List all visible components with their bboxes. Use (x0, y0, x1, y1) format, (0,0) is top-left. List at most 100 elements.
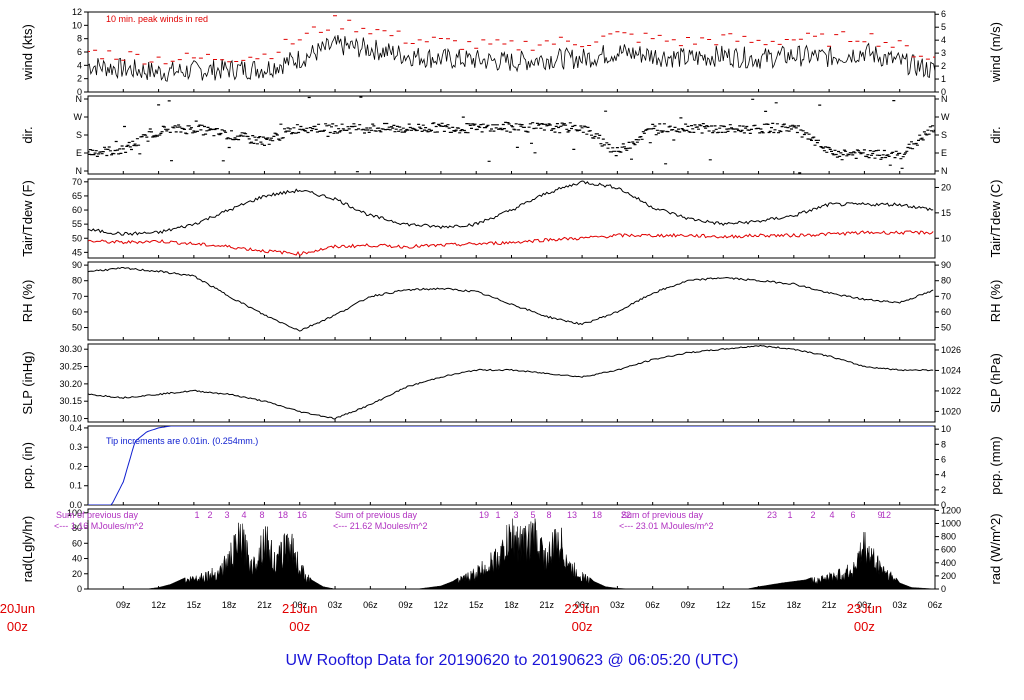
pcp-ytick-label: 0.0 (69, 500, 82, 510)
pcp-ytick-right-label: 6 (941, 454, 946, 464)
uv-mark: 8 (259, 510, 264, 520)
uv-mark: 19 (479, 510, 489, 520)
wind-ytick-right-label: 4 (941, 35, 946, 45)
hour-tick-label: 06z (363, 600, 378, 610)
hour-tick-label: 15z (187, 600, 202, 610)
panel-rh: 50 60 70 80 90 50 60 70 80 90 RH (%) RH (%) (20, 260, 1003, 341)
day-hour-label: 00z (7, 619, 28, 634)
slp-ytick-label: 30.20 (59, 379, 82, 389)
uv-mark: 1 (194, 510, 199, 520)
uv-mark: 9 (877, 510, 882, 520)
rh-ytick-label: 90 (72, 260, 82, 270)
wind-ytick-right-label: 2 (941, 61, 946, 71)
rh-frame (87, 261, 936, 341)
rad-ytick-right-label: 200 (941, 571, 956, 581)
hour-tick-label: 18z (787, 600, 802, 610)
uv-mark: 13 (567, 510, 577, 520)
day-hour-label: 00z (289, 619, 310, 634)
rad-ytick-right-label: 1200 (941, 505, 961, 515)
rad-sum-label: Sum of previous day (335, 510, 418, 520)
dir-frame (87, 95, 936, 175)
uv-mark: 23 (767, 510, 777, 520)
wind-ylabel-right: wind (m/s) (988, 22, 1003, 83)
wind-ytick-label: 0 (77, 87, 82, 97)
hour-tick-label: 21z (822, 600, 837, 610)
rad-ytick-right-label: 600 (941, 545, 956, 555)
uv-mark: 5 (530, 510, 535, 520)
hour-tick-label: 12z (151, 600, 166, 610)
rh-ytick-right-label: 50 (941, 323, 951, 333)
hour-tick-label: 06z (928, 600, 943, 610)
hour-tick-label: 15z (469, 600, 484, 610)
rad-ytick-right-label: 0 (941, 584, 946, 594)
dir-ylabel-right: dir. (988, 126, 1003, 143)
dir-ylabel: dir. (20, 126, 35, 143)
hour-tick-label: 00z (575, 600, 590, 610)
tair_tdew-ylabel: Tair/Tdew (F) (20, 180, 35, 257)
slp-ytick-label: 30.10 (59, 414, 82, 424)
slp-plot (88, 344, 934, 420)
pcp-ytick-label: 0.4 (69, 423, 82, 433)
rh-ytick-label: 50 (72, 323, 82, 333)
uv-mark: 8 (546, 510, 551, 520)
hour-tick-label: 12z (434, 600, 449, 610)
slp-ylabel: SLP (inHg) (20, 351, 35, 414)
hour-tick-label: 00z (292, 600, 307, 610)
rad-ytick-right-label: 1000 (941, 518, 961, 528)
dir-ytick-label: N (76, 166, 83, 176)
wind-ylabel: wind (kts) (20, 24, 35, 81)
hour-tick-label: 06z (645, 600, 660, 610)
rh-ytick-label: 80 (72, 276, 82, 286)
uv-mark: 3 (513, 510, 518, 520)
slp-ytick-label: 30.25 (59, 362, 82, 372)
uv-mark: 12 (881, 510, 891, 520)
uv-mark: 18 (592, 510, 602, 520)
rad-ytick-right-label: 400 (941, 558, 956, 568)
radiation-area (88, 518, 935, 589)
wind-ytick-right-label: 5 (941, 22, 946, 32)
tair_tdew-series-1 (88, 230, 934, 257)
uv-mark: 18 (278, 510, 288, 520)
day-label: 20Jun (0, 601, 35, 616)
rad-sum-label: Sum of previous day (56, 510, 139, 520)
hour-tick-label: 15z (751, 600, 766, 610)
dir-ytick-right-label: N (941, 166, 948, 176)
wind-ytick-label: 4 (77, 60, 82, 70)
hour-tick-label: 18z (504, 600, 519, 610)
slp-ytick-label: 30.30 (59, 344, 82, 354)
day-label: 23Jun (847, 601, 882, 616)
hour-tick-label: 21z (540, 600, 555, 610)
rh-ytick-label: 70 (72, 291, 82, 301)
rad-ytick-label: 40 (72, 554, 82, 564)
hour-tick-label: 09z (681, 600, 696, 610)
panel-pcp: 0.0 0.1 0.2 0.3 0.4 0 2 4 6 8 10 pcp. (in) pcp. (mm)… (20, 423, 1003, 510)
wind-ytick-right-label: 0 (941, 87, 946, 97)
direction-points (88, 96, 935, 174)
pcp-ytick-right-label: 0 (941, 500, 946, 510)
dir-ytick-right-label: E (941, 148, 947, 158)
slp-series-0 (88, 344, 934, 420)
slp-ytick-right-label: 1022 (941, 386, 961, 396)
rh-ytick-right-label: 60 (941, 307, 951, 317)
rh-ytick-right-label: 90 (941, 260, 951, 270)
rad-ytick-label: 100 (67, 508, 82, 518)
rad-plot (88, 518, 935, 589)
uv-mark: 16 (297, 510, 307, 520)
tair_tdew-ytick-label: 60 (72, 205, 82, 215)
hour-tick-label: 03z (328, 600, 343, 610)
tair_tdew-ytick-right-label: 10 (941, 233, 951, 243)
hour-tick-label: 21z (257, 600, 272, 610)
tair_tdew-ytick-label: 45 (72, 247, 82, 257)
slp-frame (87, 343, 936, 423)
tair_tdew-series-0 (88, 180, 934, 236)
pcp-ytick-right-label: 2 (941, 485, 946, 495)
uv-mark: 6 (850, 510, 855, 520)
hour-tick-label: 09z (398, 600, 413, 610)
uv-mark: 2 (810, 510, 815, 520)
pcp-ytick-right-label: 8 (941, 439, 946, 449)
panel-rad: 020406080100020040060080010001200rad(Lgl… (20, 505, 1003, 594)
tair_tdew-ytick-label: 55 (72, 219, 82, 229)
pcp-ytick-right-label: 10 (941, 424, 951, 434)
uv-mark: 4 (241, 510, 246, 520)
